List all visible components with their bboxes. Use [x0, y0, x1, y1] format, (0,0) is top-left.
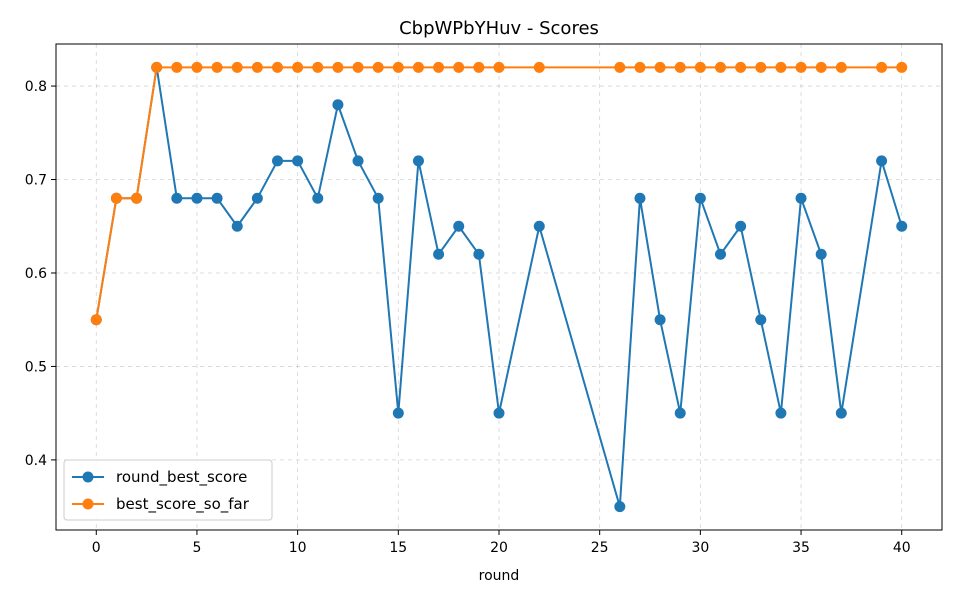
data-point-best_score_so_far-0	[90, 314, 102, 326]
y-tick-label-2: 0.6	[25, 266, 47, 282]
data-point-round_best_score-12	[332, 99, 344, 111]
x-tick-label-7: 35	[792, 540, 810, 556]
data-point-best_score_so_far-30	[775, 61, 787, 73]
data-point-best_score_so_far-27	[715, 61, 726, 73]
x-tick-label-6: 30	[691, 540, 709, 556]
data-point-round_best_score-10	[292, 155, 304, 167]
data-point-best_score_so_far-1	[110, 192, 122, 204]
data-point-round_best_score-24	[654, 314, 666, 326]
data-point-round_best_score-34	[876, 155, 888, 167]
data-point-round_best_score-26	[694, 192, 706, 204]
data-point-round_best_score-19	[473, 248, 485, 260]
data-point-best_score_so_far-24	[654, 61, 666, 73]
legend-label-best_score_so_far: best_score_so_far	[116, 495, 250, 514]
data-point-round_best_score-21	[533, 220, 545, 232]
data-point-best_score_so_far-32	[815, 61, 827, 73]
series-layer	[90, 61, 908, 513]
data-point-best_score_so_far-7	[231, 61, 243, 73]
data-point-best_score_so_far-23	[634, 61, 646, 73]
y-tick-label-0: 0.4	[25, 453, 47, 469]
legend-marker-best_score_so_far	[82, 498, 94, 510]
data-point-best_score_so_far-16	[412, 61, 424, 73]
data-point-best_score_so_far-29	[755, 61, 767, 73]
data-point-round_best_score-11	[312, 192, 324, 204]
data-point-best_score_so_far-25	[674, 61, 686, 73]
data-point-round_best_score-29	[755, 314, 767, 326]
y-axis: 0.4 0.5 0.6 0.7 0.8	[25, 79, 56, 469]
data-point-round_best_score-20	[493, 407, 505, 419]
data-point-best_score_so_far-6	[211, 61, 223, 73]
data-point-best_score_so_far-19	[473, 61, 485, 73]
data-point-round_best_score-30	[775, 407, 787, 419]
data-point-round_best_score-14	[372, 192, 384, 204]
x-axis-label: round	[479, 568, 520, 584]
data-point-round_best_score-16	[412, 155, 424, 167]
data-point-round_best_score-32	[815, 248, 827, 260]
data-point-best_score_so_far-20	[493, 61, 505, 73]
data-point-best_score_so_far-9	[272, 61, 283, 73]
data-point-best_score_so_far-5	[191, 61, 203, 73]
legend-label-round_best_score: round_best_score	[116, 468, 247, 487]
legend: round_best_score best_score_so_far	[63, 459, 273, 521]
data-point-round_best_score-22	[614, 501, 626, 513]
data-point-best_score_so_far-13	[352, 61, 364, 73]
data-point-best_score_so_far-31	[795, 61, 807, 73]
data-point-best_score_so_far-34	[876, 61, 888, 73]
y-tick-label-3: 0.7	[25, 173, 47, 189]
series-round_best_score	[90, 61, 908, 513]
data-point-best_score_so_far-18	[453, 61, 465, 73]
x-tick-label-0: 0	[92, 540, 101, 556]
data-point-best_score_so_far-8	[251, 61, 263, 73]
data-point-round_best_score-7	[231, 220, 243, 232]
data-point-best_score_so_far-11	[312, 61, 324, 73]
data-point-best_score_so_far-3	[151, 61, 163, 73]
data-point-best_score_so_far-17	[433, 61, 445, 73]
x-tick-label-5: 25	[591, 540, 609, 556]
data-point-best_score_so_far-22	[614, 61, 626, 73]
data-point-round_best_score-28	[735, 220, 747, 232]
data-point-round_best_score-15	[392, 407, 404, 419]
data-point-best_score_so_far-26	[694, 61, 706, 73]
data-point-best_score_so_far-12	[332, 61, 344, 73]
data-point-best_score_so_far-35	[896, 61, 908, 73]
data-point-best_score_so_far-15	[392, 61, 404, 73]
y-tick-label-4: 0.8	[25, 79, 47, 95]
data-point-round_best_score-8	[251, 192, 263, 204]
data-point-best_score_so_far-14	[372, 61, 384, 73]
data-point-round_best_score-23	[634, 192, 646, 204]
data-point-best_score_so_far-4	[171, 61, 183, 73]
data-point-round_best_score-9	[272, 155, 283, 167]
x-axis: 0 5 10 15 20 25 30 35 40	[92, 530, 911, 556]
data-point-round_best_score-17	[433, 248, 445, 260]
x-tick-label-2: 10	[289, 540, 307, 556]
data-point-round_best_score-31	[795, 192, 807, 204]
x-tick-label-3: 15	[389, 540, 407, 556]
data-point-round_best_score-6	[211, 192, 223, 204]
data-point-round_best_score-25	[674, 407, 686, 419]
data-point-round_best_score-18	[453, 220, 465, 232]
legend-marker-round_best_score	[82, 471, 94, 483]
data-point-round_best_score-27	[715, 248, 726, 260]
data-point-round_best_score-13	[352, 155, 364, 167]
x-tick-label-8: 40	[893, 540, 911, 556]
data-point-round_best_score-4	[171, 192, 183, 204]
data-point-best_score_so_far-33	[835, 61, 847, 73]
data-point-round_best_score-33	[835, 407, 847, 419]
legend-box	[63, 459, 273, 521]
data-point-best_score_so_far-10	[292, 61, 304, 73]
data-point-best_score_so_far-21	[533, 61, 545, 73]
grid	[56, 44, 942, 530]
chart-title: CbpWPbYHuv - Scores	[399, 18, 599, 39]
series-best_score_so_far	[90, 61, 908, 326]
x-tick-label-4: 20	[490, 540, 508, 556]
data-point-best_score_so_far-2	[131, 192, 143, 204]
y-tick-label-1: 0.5	[25, 359, 47, 375]
x-tick-label-1: 5	[192, 540, 201, 556]
data-point-best_score_so_far-28	[735, 61, 747, 73]
data-point-round_best_score-5	[191, 192, 203, 204]
data-point-round_best_score-35	[896, 220, 908, 232]
